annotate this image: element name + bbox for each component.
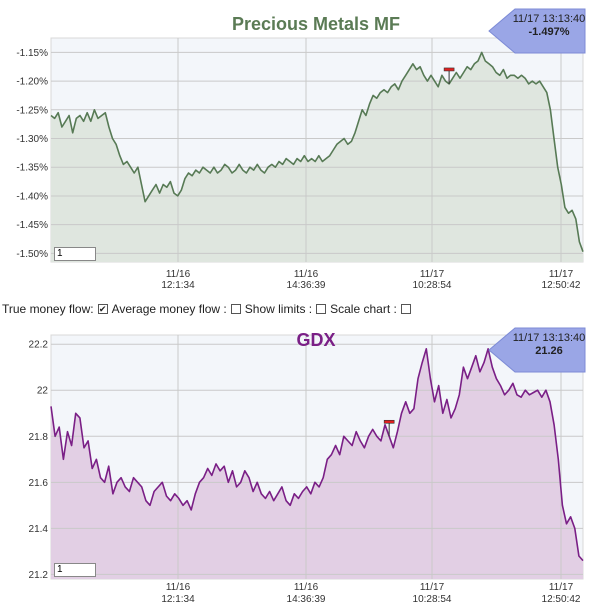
y-tick-label: 21.8 <box>29 432 49 443</box>
x-tick-date: 11/16 <box>166 269 191 280</box>
average-money-flow-checkbox[interactable] <box>230 304 241 314</box>
precious-metals-chart: -1.15% -1.20% -1.25% -1.30% -1.35% -1.40% -1.4… <box>0 0 611 300</box>
badge-time: 11/17 13:13:40 <box>513 13 586 25</box>
x-tick-date: 11/17 <box>549 269 574 280</box>
gdx-period-input[interactable] <box>54 563 96 577</box>
gdx-svg: 22.22221.821.621.421.211/1612:1:3411/161… <box>29 327 586 605</box>
badge-value: 21.26 <box>535 345 563 357</box>
badge-shape <box>488 8 586 54</box>
gdx-chart: 22.2 22 21.8 21.6 21.4 21.2 11/16 12:1:34 11/16 1… <box>0 322 611 613</box>
x-tick-date: 11/16 <box>294 582 319 593</box>
x-tick-time: 12:1:34 <box>161 594 195 605</box>
x-tick-date: 11/17 <box>420 269 445 280</box>
event-marker-flag <box>443 67 455 72</box>
series-line <box>50 348 584 562</box>
x-tick-time: 12:50:42 <box>542 280 581 291</box>
x-tick-time: 12:50:42 <box>542 594 581 605</box>
series-line <box>50 51 584 252</box>
money-flow-controls: True money flow: ✔ Average money flow : … <box>2 300 415 318</box>
x-tick-date: 11/16 <box>166 582 191 593</box>
badge-shape <box>488 327 586 373</box>
y-tick-label: -1.30% <box>16 134 48 145</box>
event-marker-flag <box>383 419 395 424</box>
badge-value: -1.497% <box>529 26 570 38</box>
x-tick-date: 11/17 <box>420 582 445 593</box>
average-money-flow-label: Average money flow : <box>111 302 227 316</box>
y-tick-label: -1.35% <box>16 163 48 174</box>
chart-title: Precious Metals MF <box>232 14 400 34</box>
scale-chart-checkbox[interactable] <box>400 304 411 314</box>
last-value-badge: 11/17 13:13:40-1.497% <box>488 8 586 54</box>
area-fill <box>51 52 583 263</box>
x-tick-time: 10:28:54 <box>413 594 452 605</box>
x-tick-time: 10:28:54 <box>413 280 452 291</box>
precious-metals-period-input[interactable] <box>54 247 96 261</box>
x-tick-time: 12:1:34 <box>161 280 195 291</box>
badge-time: 11/17 13:13:40 <box>513 332 586 344</box>
y-tick-label: -1.40% <box>16 191 48 202</box>
y-tick-label: -1.20% <box>16 77 48 88</box>
scale-chart-label: Scale chart : <box>330 302 397 316</box>
y-tick-label: 21.4 <box>29 524 49 535</box>
y-tick-label: 22.2 <box>29 340 49 351</box>
y-tick-label: -1.50% <box>16 249 48 260</box>
y-tick-label: 22 <box>37 386 49 397</box>
x-tick-date: 11/17 <box>549 582 574 593</box>
x-tick-time: 14:36:39 <box>287 594 326 605</box>
true-money-flow-checkbox[interactable]: ✔ <box>97 304 108 314</box>
y-tick-label: -1.25% <box>16 105 48 116</box>
show-limits-label: Show limits : <box>244 302 313 316</box>
y-tick-label: 21.2 <box>29 570 49 581</box>
area-fill <box>51 348 583 579</box>
chart-title: GDX <box>296 330 335 350</box>
true-money-flow-label: True money flow: <box>2 302 94 316</box>
precious-metals-svg: -1.15% -1.20% -1.25% -1.30% -1.35% -1.40% -1.4… <box>16 8 586 291</box>
y-tick-label: -1.45% <box>16 220 48 231</box>
y-tick-label: -1.15% <box>16 48 48 59</box>
x-tick-date: 11/16 <box>294 269 319 280</box>
x-tick-time: 14:36:39 <box>287 280 326 291</box>
y-tick-label: 21.6 <box>29 478 49 489</box>
show-limits-checkbox[interactable] <box>316 304 327 314</box>
